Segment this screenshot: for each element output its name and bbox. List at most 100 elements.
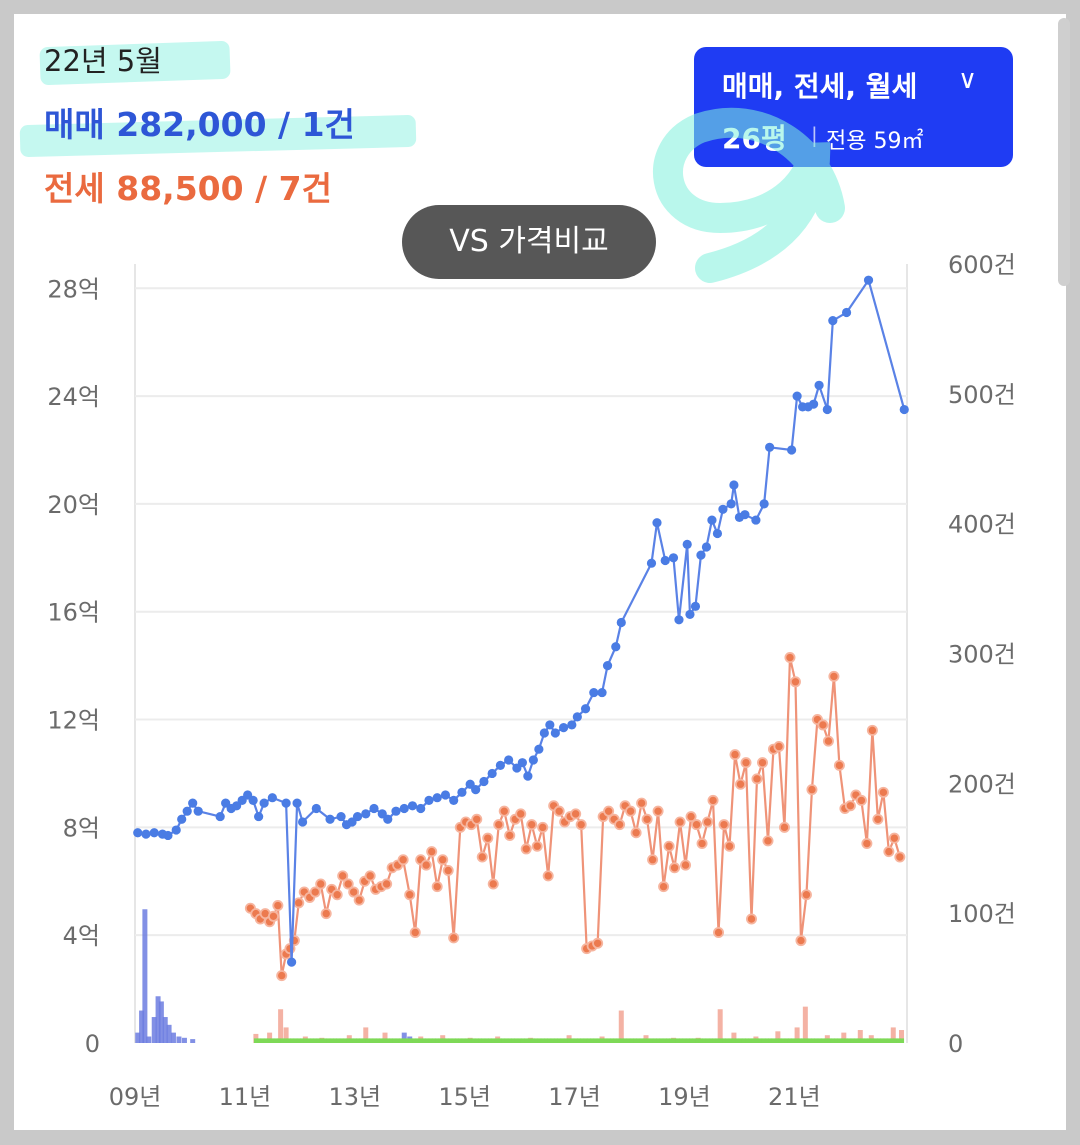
jeonse-price-point bbox=[409, 926, 421, 938]
jeonse-price-point bbox=[493, 819, 505, 831]
jeonse-price-point bbox=[784, 652, 796, 664]
sale-volume-bar bbox=[151, 1017, 157, 1043]
monthly-volume-bar bbox=[774, 1038, 779, 1043]
jeonse-price-point bbox=[531, 840, 543, 852]
monthly-volume-bar bbox=[303, 1038, 308, 1043]
sale-price-point bbox=[383, 814, 393, 824]
monthly-volume-bar bbox=[527, 1038, 532, 1043]
sale-price-point bbox=[177, 814, 187, 824]
monthly-volume-bar bbox=[768, 1038, 773, 1043]
monthly-volume-bar bbox=[896, 1038, 901, 1043]
monthly-volume-bar bbox=[613, 1038, 618, 1043]
jeonse-price-point bbox=[872, 813, 884, 825]
jeonse-volume-bar bbox=[899, 1030, 905, 1043]
monthly-volume-bar bbox=[389, 1038, 394, 1043]
y-left-tick-label: 28억 bbox=[47, 275, 100, 303]
jeonse-price-point bbox=[800, 889, 812, 901]
jeonse-price-point bbox=[592, 937, 604, 949]
jeonse-volume-bar bbox=[283, 1027, 289, 1043]
monthly-volume-bar bbox=[609, 1038, 614, 1043]
monthly-volume-bar bbox=[280, 1038, 285, 1043]
sale-price-point bbox=[325, 814, 335, 824]
jeonse-price-point bbox=[718, 819, 730, 831]
monthly-volume-bar bbox=[474, 1038, 479, 1043]
jeonse-price-point bbox=[570, 808, 582, 820]
chevron-down-icon: ∨ bbox=[958, 65, 978, 95]
monthly-volume-bar bbox=[853, 1038, 858, 1043]
monthly-volume-bar bbox=[504, 1038, 509, 1043]
monthly-volume-bar bbox=[454, 1038, 459, 1043]
monthly-volume-bar bbox=[689, 1038, 694, 1043]
sale-price-point bbox=[712, 528, 723, 539]
monthly-volume-bar bbox=[471, 1038, 476, 1043]
sale-volume-bar bbox=[170, 1032, 176, 1043]
sale-price-point bbox=[407, 801, 418, 811]
sale-volume-bar bbox=[158, 1001, 164, 1043]
monthly-volume-bar bbox=[422, 1038, 427, 1043]
monthly-volume-bar bbox=[576, 1038, 581, 1043]
jeonse-price-point bbox=[482, 832, 494, 844]
vs-compare-button[interactable]: VS 가격비교 bbox=[402, 205, 656, 279]
jeonse-price-point bbox=[773, 740, 785, 752]
monthly-volume-bar bbox=[606, 1038, 611, 1043]
sale-price-point bbox=[215, 811, 225, 822]
monthly-volume-bar bbox=[326, 1038, 331, 1043]
jeonse-price-point bbox=[381, 878, 393, 890]
monthly-volume-bar bbox=[342, 1038, 347, 1043]
y-left-tick-label: 24억 bbox=[47, 383, 100, 411]
monthly-volume-bar bbox=[570, 1038, 575, 1043]
jeonse-price-point bbox=[553, 805, 565, 817]
jeonse-volume-bar bbox=[382, 1032, 388, 1043]
sale-price-point bbox=[685, 609, 695, 620]
jeonse-price-point bbox=[504, 829, 516, 841]
y-left-tick-label: 12억 bbox=[47, 707, 100, 735]
monthly-volume-bar bbox=[725, 1038, 730, 1043]
jeonse-price-point bbox=[746, 913, 758, 925]
jeonse-price-point bbox=[320, 908, 332, 920]
monthly-volume-bar bbox=[534, 1038, 539, 1043]
monthly-volume-bar bbox=[267, 1038, 272, 1043]
monthly-volume-bar bbox=[837, 1038, 842, 1043]
jeonse-price-point bbox=[724, 840, 736, 852]
monthly-volume-bar bbox=[863, 1038, 868, 1043]
sale-price-point bbox=[602, 661, 613, 671]
x-tick-label: 17년 bbox=[548, 1083, 601, 1111]
jeonse-price-point bbox=[844, 800, 856, 812]
sale-price-point bbox=[567, 720, 577, 730]
monthly-volume-bar bbox=[507, 1038, 512, 1043]
sale-price-point bbox=[471, 785, 481, 795]
jeonse-price-point bbox=[888, 832, 900, 844]
monthly-volume-bar bbox=[511, 1038, 516, 1043]
monthly-volume-bar bbox=[629, 1038, 634, 1043]
monthly-volume-bar bbox=[583, 1038, 588, 1043]
jeonse-price-point bbox=[420, 859, 432, 871]
monthly-volume-bar bbox=[830, 1038, 835, 1043]
sale-volume-bar bbox=[146, 1036, 152, 1043]
monthly-volume-bar bbox=[425, 1038, 430, 1043]
monthly-volume-bar bbox=[323, 1038, 328, 1043]
scrollbar[interactable] bbox=[1058, 18, 1070, 286]
monthly-volume-bar bbox=[365, 1038, 370, 1043]
monthly-volume-bar bbox=[761, 1038, 766, 1043]
sale-price-point bbox=[690, 601, 701, 611]
jeonse-price-point bbox=[448, 932, 460, 944]
monthly-volume-bar bbox=[814, 1038, 819, 1043]
jeonse-price-point bbox=[751, 773, 763, 785]
y-right-tick-label: 0 bbox=[948, 1030, 963, 1058]
jeonse-volume-bar bbox=[717, 1009, 723, 1043]
sale-price-point bbox=[822, 404, 832, 415]
sale-price-point bbox=[616, 617, 626, 628]
monthly-volume-bar bbox=[801, 1038, 806, 1043]
sale-price-point bbox=[193, 806, 203, 816]
jeonse-price-point bbox=[663, 840, 675, 852]
sale-price-point bbox=[729, 480, 739, 490]
monthly-volume-bar bbox=[893, 1038, 898, 1043]
jeonse-price-point bbox=[636, 797, 648, 809]
jeonse-price-point bbox=[778, 821, 790, 833]
monthly-volume-bar bbox=[375, 1038, 380, 1043]
jeonse-price-point bbox=[337, 870, 349, 882]
monthly-volume-bar bbox=[352, 1038, 357, 1043]
monthly-volume-bar bbox=[461, 1038, 466, 1043]
jeonse-price-point bbox=[309, 886, 321, 898]
jeonse-price-point bbox=[707, 794, 719, 806]
